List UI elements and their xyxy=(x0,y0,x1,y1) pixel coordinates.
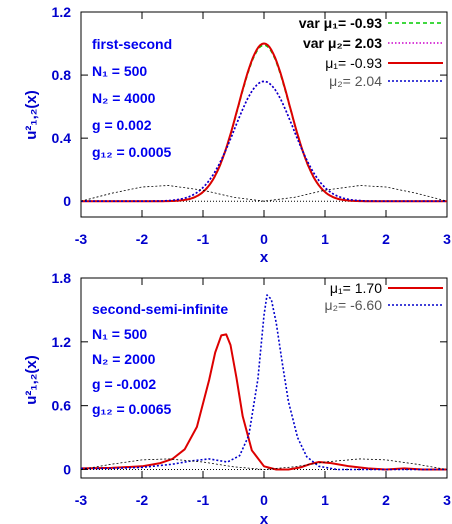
top-y-ticks: 0 0.4 0.8 1.2 xyxy=(52,4,447,209)
top-legend: var μ₁= -0.93 var μ₂= 2.03 μ₁= -0.93 μ₂=… xyxy=(299,15,443,89)
top-legend-label-2: var μ₂= 2.03 xyxy=(303,35,382,51)
bottom-param-g: g = -0.002 xyxy=(92,376,156,392)
x-tick-label: -1 xyxy=(197,492,210,508)
x-tick-label: 1 xyxy=(321,492,329,508)
bottom-param-g12: g₁₂ = 0.0065 xyxy=(92,401,172,417)
top-parameters: first-second N₁ = 500 N₂ = 4000 g = 0.00… xyxy=(92,36,172,160)
x-tick-label: 2 xyxy=(382,231,390,247)
top-y-axis-label: u²₁,₂(x) xyxy=(23,90,40,140)
bottom-x-axis-label: x xyxy=(260,511,269,524)
bottom-x-ticks: -3 -2 -1 0 1 2 3 xyxy=(75,278,451,508)
bottom-legend: μ₁= 1.70 μ₂= -6.60 xyxy=(325,280,443,313)
top-legend-label-4: μ₂= 2.04 xyxy=(329,73,382,89)
top-param-g: g = 0.002 xyxy=(92,117,152,133)
x-tick-label: 3 xyxy=(443,492,451,508)
y-tick-label: 0.4 xyxy=(52,130,72,146)
bottom-legend-label-1: μ₁= 1.70 xyxy=(330,280,382,296)
top-param-title: first-second xyxy=(92,36,172,52)
x-tick-label: 2 xyxy=(382,492,390,508)
x-tick-label: -1 xyxy=(197,231,210,247)
x-tick-label: 0 xyxy=(260,492,268,508)
bottom-curves xyxy=(80,294,448,471)
y-tick-label: 1.8 xyxy=(52,270,72,286)
top-curves xyxy=(80,42,448,203)
top-x-ticks: -3 -2 -1 0 1 2 3 xyxy=(75,12,451,247)
x-tick-label: -3 xyxy=(75,492,88,508)
top-legend-label-3: μ₁= -0.93 xyxy=(325,55,382,71)
y-tick-label: 1.2 xyxy=(52,4,72,20)
bottom-param-n2: N₂ = 2000 xyxy=(92,351,156,367)
x-tick-label: 1 xyxy=(321,231,329,247)
top-x-axis-label: x xyxy=(260,249,269,266)
x-tick-label: -2 xyxy=(136,231,149,247)
series-line-5 xyxy=(80,185,448,202)
series-line-1 xyxy=(80,333,447,471)
bottom-y-axis-label: u²₁,₂(x) xyxy=(23,355,40,405)
y-tick-label: 0.8 xyxy=(52,67,72,83)
x-tick-label: 3 xyxy=(443,231,451,247)
bottom-legend-label-2: μ₂= -6.60 xyxy=(325,297,383,313)
x-tick-label: -2 xyxy=(136,492,149,508)
bottom-param-title: second-semi-infinite xyxy=(92,301,228,317)
top-param-g12: g₁₂ = 0.0005 xyxy=(92,144,172,160)
y-tick-label: 1.2 xyxy=(52,334,72,350)
top-param-n2: N₂ = 4000 xyxy=(92,90,156,106)
series-line-4 xyxy=(81,80,447,202)
top-legend-label-1: var μ₁= -0.93 xyxy=(299,15,382,31)
top-panel: 0 0.4 0.8 1.2 -3 -2 -1 0 1 2 3 x u²₁,₂(x) first-s… xyxy=(23,4,451,266)
bottom-param-n1: N₁ = 500 xyxy=(92,326,147,342)
y-tick-label: 0 xyxy=(63,461,71,477)
bottom-panel: 0 0.6 1.2 1.8 -3 -2 -1 0 1 2 3 x u²₁,₂(x) second-… xyxy=(23,270,451,524)
x-tick-label: 0 xyxy=(260,231,268,247)
bottom-parameters: second-semi-infinite N₁ = 500 N₂ = 2000 … xyxy=(92,301,228,417)
x-tick-label: -3 xyxy=(75,231,88,247)
top-param-n1: N₁ = 500 xyxy=(92,63,147,79)
y-tick-label: 0.6 xyxy=(52,398,72,414)
series-line-3 xyxy=(80,458,448,470)
y-tick-label: 0 xyxy=(63,193,71,209)
